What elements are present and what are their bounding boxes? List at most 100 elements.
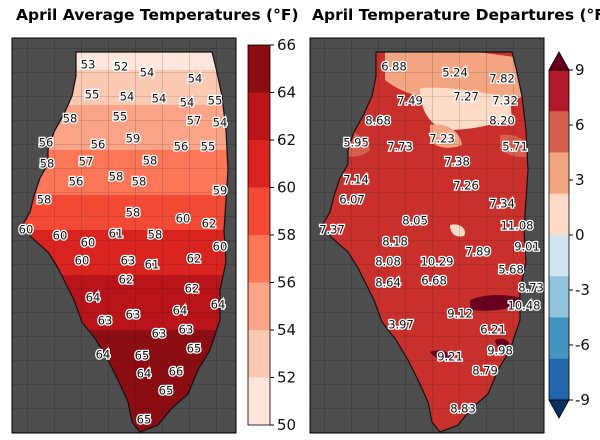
colorbar-max-extension xyxy=(548,51,570,71)
departure-value-label: 5.71 xyxy=(502,140,528,154)
departure-value-label: 8.64 xyxy=(375,276,401,290)
departure-value-label: 6.68 xyxy=(421,274,447,288)
colorbar-segment xyxy=(248,330,270,378)
departure-value-label: 8.18 xyxy=(382,235,408,249)
temperature-value-label: 60 xyxy=(81,236,96,250)
departure-value-label: 6.88 xyxy=(381,60,407,74)
temperature-value-label: 54 xyxy=(140,66,155,80)
departure-value-label: 6.07 xyxy=(339,193,365,207)
temperature-value-label: 54 xyxy=(152,92,167,106)
colorbar-segment xyxy=(549,235,569,277)
colorbar-segment xyxy=(549,111,569,153)
departure-value-label: 7.23 xyxy=(429,132,455,146)
temperature-value-label: 58 xyxy=(40,157,55,171)
temperature-value-label: 60 xyxy=(176,212,191,226)
right-map-title: April Temperature Departures (°F) xyxy=(312,6,600,24)
temperature-value-label: 63 xyxy=(152,327,167,341)
colorbar-tick-label: -6 xyxy=(575,336,590,354)
temperature-value-label: 58 xyxy=(37,193,52,207)
temperature-value-label: 54 xyxy=(120,90,135,104)
temperature-value-label: 53 xyxy=(81,58,96,72)
departure-value-label: 10.29 xyxy=(421,255,454,269)
colorbar-tick-label: 6 xyxy=(575,116,585,134)
colorbar-segment xyxy=(248,235,270,283)
departure-value-label: 6.21 xyxy=(480,323,506,337)
colorbar-segment xyxy=(549,317,569,360)
departure-value-label: 7.89 xyxy=(465,245,491,259)
right-map: 6.88 5.24 7.82 7.49 7.27 7.32 8.68 8.20 5.95 7.73… xyxy=(310,38,544,433)
temperature-value-label: 64 xyxy=(96,348,111,362)
colorbar-tick-label: -3 xyxy=(575,281,590,299)
temperature-value-label: 52 xyxy=(114,60,129,74)
temperature-value-label: 60 xyxy=(19,223,34,237)
departure-value-label: 8.08 xyxy=(375,255,401,269)
colorbar-segment xyxy=(549,276,569,318)
departure-value-label: 7.82 xyxy=(489,72,515,86)
right-colorbar: 9 6 3 0 -3 -6 -9 xyxy=(548,51,590,419)
temperature-value-label: 58 xyxy=(148,228,163,242)
temperature-value-label: 64 xyxy=(137,367,152,381)
temperature-value-label: 62 xyxy=(119,273,134,287)
temperature-value-label: 57 xyxy=(187,114,202,128)
departure-value-label: 8.05 xyxy=(402,214,428,228)
colorbar-segment xyxy=(549,152,569,195)
left-map-frame xyxy=(11,37,237,434)
departure-value-label: 10.48 xyxy=(508,299,541,313)
colorbar-segment xyxy=(549,193,569,236)
temperature-value-label: 54 xyxy=(213,116,228,130)
colorbar-tick-label: -9 xyxy=(575,391,590,409)
temperature-value-label: 55 xyxy=(85,88,100,102)
colorbar-tick-label: 56 xyxy=(277,274,296,292)
departure-value-label: 7.34 xyxy=(489,197,515,211)
temperature-value-label: 62 xyxy=(185,282,200,296)
right-map-frame xyxy=(309,37,545,434)
temperature-value-label: 58 xyxy=(132,175,147,189)
temperature-value-label: 63 xyxy=(121,254,136,268)
temperature-value-label: 55 xyxy=(208,94,223,108)
colorbar-segment xyxy=(248,282,270,331)
temperature-value-label: 55 xyxy=(113,110,128,124)
temperature-value-label: 58 xyxy=(63,112,78,126)
colorbar-segment xyxy=(248,45,270,93)
temperature-value-label: 65 xyxy=(137,413,152,427)
temperature-value-label: 59 xyxy=(126,132,141,146)
right-map-labels: 6.88 5.24 7.82 7.49 7.27 7.32 8.68 8.20 5.95 7.73… xyxy=(318,58,544,417)
temperature-value-label: 62 xyxy=(202,217,217,231)
temperature-value-label: 58 xyxy=(143,154,158,168)
departure-value-label: 7.73 xyxy=(387,140,413,154)
colorbar-min-extension xyxy=(548,399,570,419)
temperature-value-label: 63 xyxy=(126,308,141,322)
temperature-value-label: 55 xyxy=(201,140,216,154)
colorbar-tick-label: 58 xyxy=(277,226,296,244)
temperature-value-label: 56 xyxy=(69,175,84,189)
departure-value-label: 7.49 xyxy=(397,94,423,108)
temperature-value-label: 56 xyxy=(174,140,189,154)
temperature-value-label: 59 xyxy=(213,184,228,198)
colorbar-tick-label: 66 xyxy=(277,36,296,54)
departure-value-label: 9.12 xyxy=(447,307,473,321)
departure-value-label: 9.98 xyxy=(487,344,513,358)
departure-value-label: 8.83 xyxy=(450,402,476,416)
temperature-value-label: 61 xyxy=(109,227,124,241)
colorbar-tick-label: 64 xyxy=(277,84,296,102)
departure-value-label: 9.01 xyxy=(514,240,540,254)
colorbar-tick-label: 60 xyxy=(277,179,296,197)
temperature-value-label: 65 xyxy=(187,342,202,356)
temperature-value-label: 63 xyxy=(179,323,194,337)
temperature-value-label: 58 xyxy=(109,170,124,184)
colorbar-tick-label: 54 xyxy=(277,321,296,339)
colorbar-segment xyxy=(549,358,569,401)
departure-value-label: 5.68 xyxy=(498,263,524,277)
temperature-value-label: 62 xyxy=(187,252,202,266)
departure-value-label: 7.14 xyxy=(343,173,369,187)
temperature-value-label: 60 xyxy=(213,240,228,254)
right-illinois-outline xyxy=(321,51,529,433)
departure-value-label: 8.20 xyxy=(489,114,515,128)
temperature-value-label: 65 xyxy=(159,384,174,398)
temperature-value-label: 56 xyxy=(39,136,54,150)
colorbar-segment xyxy=(248,92,270,141)
temperature-value-label: 61 xyxy=(145,258,160,272)
departure-value-label: 5.95 xyxy=(343,136,369,150)
colorbar-segment xyxy=(248,377,270,426)
